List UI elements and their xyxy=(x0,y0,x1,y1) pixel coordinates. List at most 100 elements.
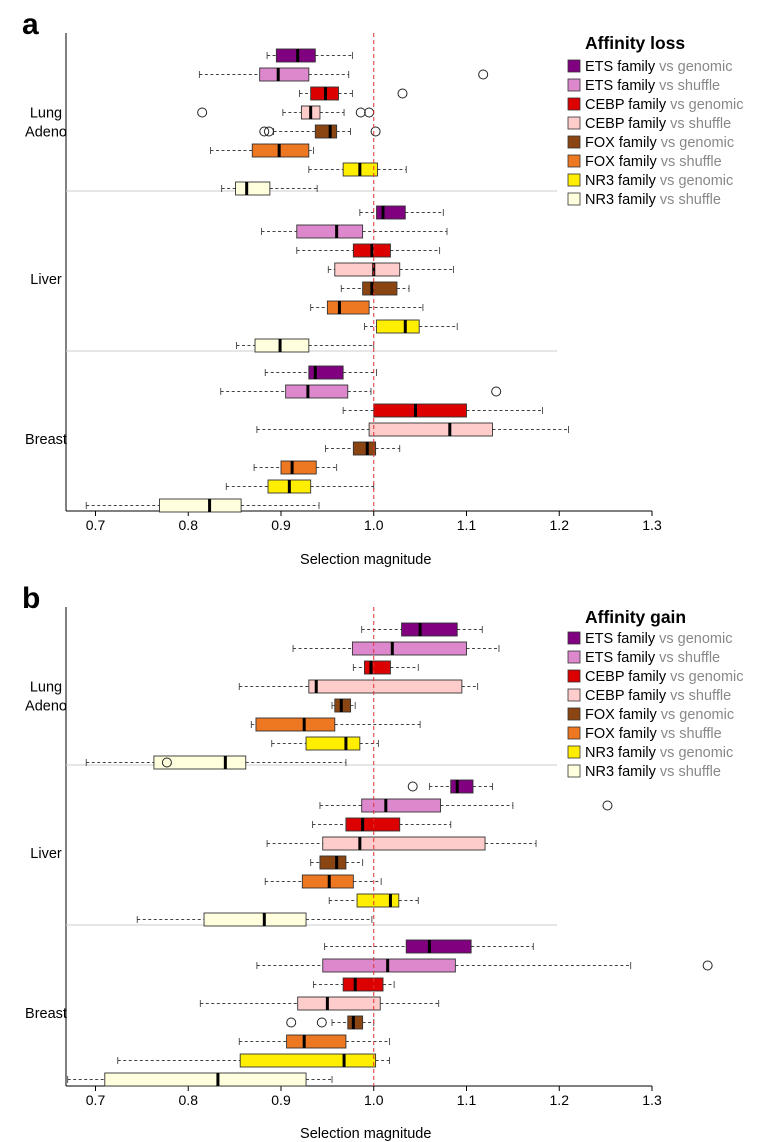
legend-entry: NR3 family vs shuffle xyxy=(585,192,721,208)
box-cebp-shuffle xyxy=(197,105,375,120)
legend-title: Affinity gain xyxy=(585,607,686,627)
legend-entry: ETS family vs genomic xyxy=(585,631,732,647)
box-fox-shuffle xyxy=(238,1034,390,1049)
legend-entry-name: ETS family xyxy=(585,650,656,666)
x-tick-label: 1.2 xyxy=(550,517,570,533)
legend-entry: FOX family vs genomic xyxy=(585,707,734,723)
box-nr3-genomic xyxy=(308,162,407,177)
box-iqr xyxy=(203,912,307,927)
box-fox-shuffle xyxy=(264,874,382,889)
legend-swatch xyxy=(567,135,581,149)
box-nr3-genomic xyxy=(117,1053,390,1068)
box-ets-shuffle xyxy=(220,384,502,399)
box-iqr xyxy=(450,779,474,794)
group-label-line: Breast xyxy=(25,1006,67,1022)
legend-swatch xyxy=(567,116,581,130)
x-tick-label: 1.3 xyxy=(642,1092,662,1108)
box-nr3-shuffle xyxy=(136,912,373,927)
legend-swatch xyxy=(567,59,581,73)
panel-label: b xyxy=(22,582,40,615)
legend-entry-name: FOX family xyxy=(585,726,657,742)
box-fox-genomic xyxy=(310,855,364,870)
box-nr3-shuffle xyxy=(67,1072,333,1087)
box-ets-shuffle xyxy=(256,958,713,973)
box-iqr xyxy=(322,836,486,851)
legend-swatch xyxy=(567,650,581,664)
box-iqr xyxy=(351,641,467,656)
x-tick-label: 0.8 xyxy=(179,517,199,533)
box-iqr xyxy=(159,498,242,513)
panel-label: a xyxy=(22,8,39,41)
box-iqr xyxy=(326,300,370,315)
box-iqr xyxy=(254,338,310,353)
box-ets-shuffle xyxy=(319,798,613,813)
box-fox-genomic xyxy=(331,698,356,713)
group-label: Breast xyxy=(25,1006,67,1022)
box-iqr xyxy=(286,1034,347,1049)
box-iqr xyxy=(352,441,377,456)
box-fox-shuffle xyxy=(250,717,421,732)
box-fox-shuffle xyxy=(310,300,424,315)
outlier-point xyxy=(491,386,502,397)
legend-entry: ETS family vs shuffle xyxy=(585,78,720,94)
box-iqr xyxy=(296,224,364,239)
box-iqr xyxy=(235,181,271,196)
panel-a: a 0.7 0.8 0.9 1.0 1.1 1.2 1.3 Selection magnitud… xyxy=(22,8,744,568)
box-nr3-genomic xyxy=(225,479,375,494)
box-cebp-genomic xyxy=(296,243,441,258)
group-label-line: Lung xyxy=(30,106,62,122)
legend-entry-suffix: vs shuffle xyxy=(656,764,721,780)
box-iqr xyxy=(297,996,381,1011)
legend-entry: CEBP family vs shuffle xyxy=(585,116,731,132)
legend-entry: FOX family vs shuffle xyxy=(585,726,722,742)
legend-swatch xyxy=(567,745,581,759)
box-cebp-shuffle xyxy=(327,262,454,277)
box-cebp-shuffle xyxy=(266,836,537,851)
outlier-point xyxy=(263,126,274,137)
group-label: Liver xyxy=(30,846,62,862)
legend-entry-name: NR3 family xyxy=(585,173,657,189)
legend-entry: CEBP family vs shuffle xyxy=(585,688,731,704)
outlier-point xyxy=(355,107,366,118)
box-iqr xyxy=(376,205,406,220)
legend-entry-suffix: vs genomic xyxy=(656,745,733,761)
legend-swatch xyxy=(567,173,581,187)
legend-entry-suffix: vs genomic xyxy=(657,135,734,151)
legend: Affinity loss ETS family vs genomic ETS fa… xyxy=(567,33,744,208)
group-label: Lung Adeno xyxy=(25,680,67,715)
box-ets-shuffle xyxy=(261,224,448,239)
legend-swatch xyxy=(567,764,581,778)
box-iqr xyxy=(347,1015,364,1030)
box-iqr xyxy=(275,48,316,63)
x-tick-label: 1.3 xyxy=(642,517,662,533)
box-ets-genomic xyxy=(407,779,493,794)
outlier-point xyxy=(602,800,613,811)
legend-entry-name: NR3 family xyxy=(585,192,657,208)
legend-entry-name: ETS family xyxy=(585,631,656,647)
outlier-point xyxy=(259,126,270,137)
legend-swatch xyxy=(567,154,581,168)
outlier-point xyxy=(161,757,172,768)
box-ets-shuffle xyxy=(292,641,500,656)
legend-swatch xyxy=(567,669,581,683)
group-label: Lung Adeno xyxy=(25,106,67,141)
legend-entry-suffix: vs shuffle xyxy=(656,192,721,208)
box-iqr xyxy=(280,460,317,475)
outlier-point xyxy=(407,781,418,792)
outlier-point xyxy=(702,960,713,971)
x-tick-label: 0.7 xyxy=(86,1092,106,1108)
box-fox-genomic xyxy=(325,441,401,456)
outlier-point xyxy=(286,1017,297,1028)
box-cebp-genomic xyxy=(342,403,544,418)
legend-entry-name: ETS family xyxy=(585,59,656,75)
legend-entry-name: CEBP family xyxy=(585,669,667,685)
group-label: Breast xyxy=(25,432,67,448)
box-fox-shuffle xyxy=(253,460,338,475)
box-nr3-genomic xyxy=(328,893,419,908)
panel-b: b 0.7 0.8 0.9 1.0 1.1 1.2 1.3 Selection magnitud… xyxy=(22,582,744,1142)
legend-swatch xyxy=(567,631,581,645)
box-cebp-genomic xyxy=(313,977,395,992)
legend-title: Affinity loss xyxy=(585,33,685,53)
box-fox-shuffle xyxy=(210,143,314,158)
